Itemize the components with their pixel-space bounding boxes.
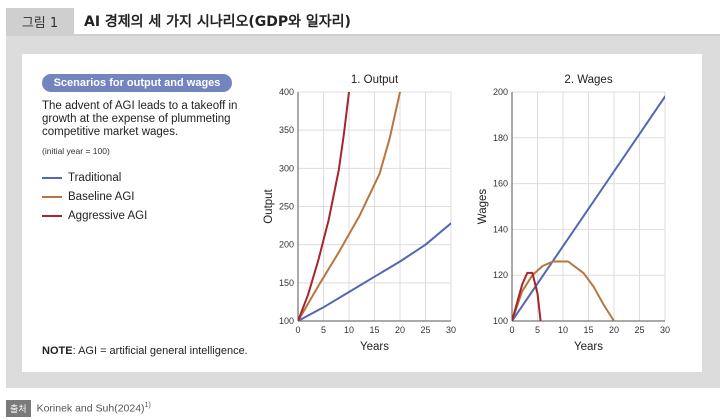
chart2-series-baseline-agi bbox=[512, 260, 615, 321]
chart1-x-tick-label: 0 bbox=[295, 325, 300, 335]
chart2-y-tick-label: 100 bbox=[493, 316, 508, 326]
legend-item-aggressive-agi: Aggressive AGI bbox=[42, 206, 147, 225]
chart1-y-tick-label: 300 bbox=[279, 163, 294, 173]
scenario-description: The advent of AGI leads to a takeoff in … bbox=[42, 100, 238, 138]
chart1-x-tick-label: 30 bbox=[446, 325, 456, 335]
note: NOTE: AGI = artificial general intellige… bbox=[42, 345, 248, 357]
chart1-y-tick-label: 150 bbox=[279, 278, 294, 288]
scenario-heading: Scenarios for output and wages bbox=[42, 74, 232, 92]
chart2-x-tick-label: 0 bbox=[509, 325, 514, 335]
chart1-y-tick-label: 250 bbox=[279, 202, 294, 212]
figure-title: AI 경제의 세 가지 시나리오(GDP와 일자리) bbox=[84, 14, 351, 30]
legend-item-traditional: Traditional bbox=[42, 168, 147, 187]
header-rule bbox=[6, 34, 720, 36]
chart2-x-tick-label: 15 bbox=[583, 325, 593, 335]
legend-item-baseline-agi: Baseline AGI bbox=[42, 187, 147, 206]
chart1-x-tick-label: 20 bbox=[395, 325, 405, 335]
chart1-y-tick-label: 200 bbox=[279, 240, 294, 250]
chart2-y-tick-label: 200 bbox=[493, 87, 508, 97]
legend-label-aggressive-agi: Aggressive AGI bbox=[68, 209, 148, 222]
figure-panel: Scenarios for output and wages The adven… bbox=[22, 54, 702, 372]
legend: Traditional Baseline AGI Aggressive AGI bbox=[42, 168, 147, 225]
chart1-x-tick-label: 15 bbox=[369, 325, 379, 335]
chart2-y-tick-label: 180 bbox=[493, 133, 508, 143]
legend-swatch-baseline-agi bbox=[42, 195, 62, 198]
source-text: Korinek and Suh(2024)1) bbox=[37, 402, 151, 415]
chart1-y-axis-title: Output bbox=[263, 188, 275, 223]
legend-label-baseline-agi: Baseline AGI bbox=[68, 190, 135, 203]
figure-header: 그림 1 AI 경제의 세 가지 시나리오(GDP와 일자리) bbox=[0, 0, 720, 36]
chart1-y-tick-label: 400 bbox=[279, 87, 294, 97]
chart2-y-axis-title: Wages bbox=[477, 189, 489, 225]
chart2-y-tick-label: 140 bbox=[493, 224, 508, 234]
chart1-series-aggressive-agi bbox=[298, 92, 350, 321]
initial-year-note: (initial year = 100) bbox=[42, 146, 110, 156]
legend-label-traditional: Traditional bbox=[68, 171, 122, 184]
chart2-x-tick-label: 30 bbox=[660, 325, 670, 335]
note-text: : AGI = artificial general intelligence. bbox=[72, 345, 248, 357]
source: 출처 Korinek and Suh(2024)1) bbox=[6, 399, 151, 417]
chart1-x-tick-label: 25 bbox=[420, 325, 430, 335]
chart2-x-tick-label: 10 bbox=[558, 325, 568, 335]
source-footnote: 1) bbox=[144, 401, 151, 409]
chart2-title: 2. Wages bbox=[564, 74, 612, 86]
chart2-x-axis-title: Years bbox=[574, 341, 603, 353]
chart1-title: 1. Output bbox=[351, 74, 399, 86]
chart1-x-tick-label: 5 bbox=[321, 325, 326, 335]
source-badge: 출처 bbox=[6, 399, 31, 417]
chart2-y-tick-label: 160 bbox=[493, 179, 508, 189]
chart1-x-axis-title: Years bbox=[360, 341, 389, 353]
chart1-y-tick-label: 350 bbox=[279, 125, 294, 135]
chart2-x-tick-label: 20 bbox=[609, 325, 619, 335]
chart1-x-tick-label: 10 bbox=[344, 325, 354, 335]
chart2-y-tick-label: 120 bbox=[493, 270, 508, 280]
chart1-y-tick-label: 100 bbox=[279, 316, 294, 326]
chart2-x-tick-label: 5 bbox=[535, 325, 540, 335]
chart1-series-baseline-agi bbox=[298, 92, 401, 321]
chart1-series-traditional bbox=[298, 222, 451, 321]
chart2-x-tick-label: 25 bbox=[634, 325, 644, 335]
source-citation: Korinek and Suh(2024) bbox=[36, 402, 145, 415]
chart2-series-aggressive-agi bbox=[512, 271, 542, 321]
figure-label: 그림 1 bbox=[6, 8, 74, 34]
legend-swatch-aggressive-agi bbox=[42, 214, 62, 217]
chart2-series-traditional bbox=[512, 95, 665, 321]
note-label: NOTE bbox=[42, 345, 73, 357]
legend-swatch-traditional bbox=[42, 176, 62, 179]
